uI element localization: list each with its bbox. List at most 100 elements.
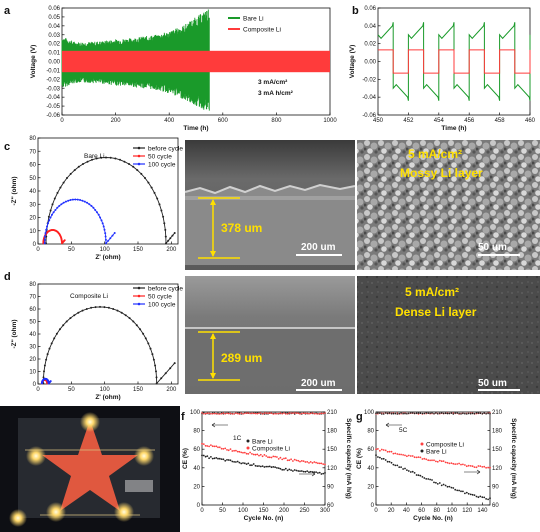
- data-point: [105, 156, 107, 159]
- capacity-point: [279, 467, 282, 470]
- capacity-point: [454, 488, 457, 491]
- capacity-point: [222, 458, 225, 461]
- data-point: [112, 308, 115, 310]
- data-point: [62, 181, 65, 184]
- ce-point: [448, 412, 451, 415]
- c1-scale-label: 200 um: [301, 242, 336, 253]
- ce-point: [402, 412, 404, 415]
- ce-point: [258, 412, 260, 415]
- ce-point: [425, 412, 428, 414]
- x-tick-label: 80: [433, 508, 440, 514]
- y-axis-label: CE (%): [182, 448, 189, 469]
- capacity-point: [290, 469, 292, 471]
- capacity-point: [423, 457, 426, 460]
- ce-point: [454, 412, 457, 414]
- data-point: [43, 370, 45, 373]
- capacity-point: [213, 445, 216, 448]
- capacity-point: [270, 466, 273, 469]
- data-point: [51, 203, 54, 206]
- data-point: [169, 237, 172, 240]
- data-point: [152, 358, 155, 361]
- data-point: [104, 232, 107, 235]
- data-point: [81, 199, 84, 202]
- ce-point: [247, 412, 250, 414]
- annotation-current-density: 3 mA/cm²: [258, 79, 288, 86]
- capacity-point: [272, 455, 275, 458]
- capacity-point: [444, 484, 447, 487]
- series-bare-li-line: [377, 22, 531, 101]
- x-tick-label: 100: [238, 508, 249, 514]
- data-point: [86, 160, 89, 163]
- capacity-point: [394, 464, 397, 467]
- sem-image-c1: 378 um 200 um: [184, 140, 356, 270]
- capacity-point: [435, 481, 437, 484]
- capacity-point: [375, 454, 377, 456]
- y-tick-label: 60: [29, 163, 36, 169]
- capacity-point: [286, 469, 289, 472]
- ce-point: [394, 412, 397, 415]
- x-tick-label: 200: [166, 387, 177, 393]
- capacity-point: [448, 485, 451, 488]
- data-point: [50, 342, 53, 345]
- capacity-point: [458, 462, 460, 465]
- capacity-point: [211, 445, 214, 448]
- capacity-point: [431, 479, 433, 481]
- capacity-point: [224, 447, 227, 450]
- capacity-point: [202, 443, 205, 445]
- data-point: [162, 215, 165, 218]
- capacity-point: [402, 454, 404, 456]
- capacity-point: [279, 456, 282, 459]
- capacity-point: [450, 462, 453, 464]
- data-point: [58, 204, 61, 207]
- capacity-point: [489, 466, 491, 469]
- capacity-point: [238, 461, 241, 464]
- data-point: [77, 311, 80, 314]
- series-composite-li-line: [378, 49, 531, 74]
- legend-marker: [137, 162, 141, 166]
- ce-point: [462, 412, 464, 415]
- capacity-point: [409, 471, 412, 473]
- capacity-point: [456, 463, 459, 465]
- data-point: [139, 328, 142, 331]
- capacity-point: [283, 468, 285, 471]
- capacity-point: [300, 470, 303, 472]
- capacity-point: [249, 464, 252, 467]
- data-point: [83, 200, 86, 203]
- ce-point: [452, 413, 455, 415]
- ce-point: [477, 412, 480, 414]
- ce-point: [229, 412, 232, 415]
- capacity-point: [431, 459, 433, 462]
- data-point: [64, 200, 67, 203]
- capacity-point: [261, 465, 264, 467]
- ce-point: [268, 412, 271, 414]
- capacity-point: [254, 464, 257, 467]
- capacity-point: [295, 459, 298, 462]
- data-point: [101, 222, 104, 225]
- capacity-point: [396, 464, 399, 467]
- ce-point: [324, 412, 326, 414]
- sem-image-c2: 5 mA/cm² Mossy Li layer 50 um: [357, 140, 540, 270]
- data-point: [164, 228, 167, 231]
- capacity-point: [477, 496, 480, 499]
- y-tick-label: 50: [29, 320, 36, 326]
- capacity-point: [433, 459, 435, 462]
- y-axis-label: -Z'' (ohm): [11, 319, 18, 348]
- ce-axis-arrow: [211, 422, 228, 428]
- data-point: [113, 232, 116, 234]
- legend-marker: [246, 439, 250, 443]
- ce-point: [433, 412, 435, 415]
- capacity-point: [265, 455, 268, 457]
- plot-frame: [375, 411, 491, 506]
- y-tick-label: 0.05: [48, 15, 60, 21]
- ce-point: [260, 412, 262, 414]
- capacity-point: [204, 444, 207, 447]
- ce-point: [446, 412, 449, 415]
- capacity-point: [419, 456, 422, 459]
- d2-current-density: 5 mA/cm²: [405, 285, 459, 299]
- capacity-point: [292, 470, 294, 472]
- capacity-point: [390, 450, 393, 453]
- y-tick-label: 100: [364, 410, 375, 416]
- ce-point: [390, 413, 393, 415]
- capacity-point: [454, 463, 457, 465]
- ce-point: [224, 413, 226, 415]
